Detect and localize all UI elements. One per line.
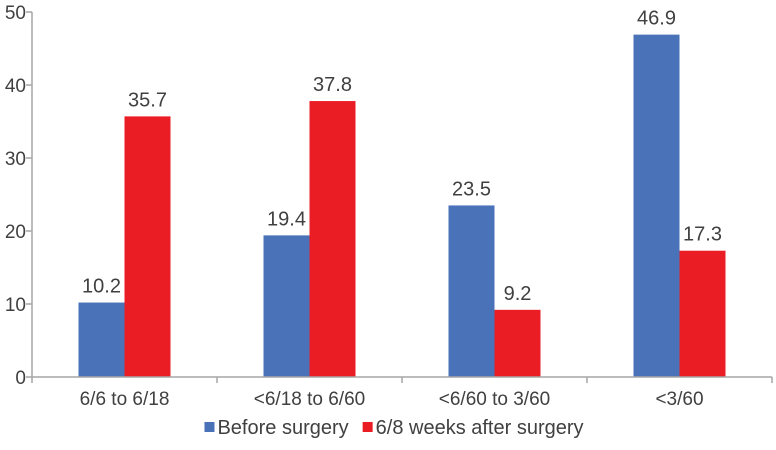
axes-group: 0 10 20 30 40 50 6/6 to 6/18 <6/18 to 6/60 <6/60… (5, 3, 773, 410)
y-tick-label: 10 (5, 295, 26, 316)
data-label-series1-cat4: 46.9 (637, 8, 676, 30)
y-tick-label: 0 (15, 368, 26, 389)
legend-item-1: Before surgery (204, 417, 349, 439)
data-label-series1-cat2: 19.4 (267, 208, 306, 230)
bar-series1-cat1 (78, 302, 125, 377)
legend-item-2: 6/8 weeks after surgery (362, 417, 584, 439)
y-tick-label: 40 (5, 76, 26, 97)
bar-series2-cat1 (124, 116, 171, 377)
data-label-series1-cat1: 10.2 (82, 276, 121, 298)
data-labels-group: 10.2 19.4 23.5 46.9 35.7 37.8 9.2 17.3 (82, 8, 722, 305)
legend: Before surgery 6/8 weeks after surgery (204, 417, 584, 439)
y-tick-label: 20 (5, 222, 26, 243)
data-label-series2-cat2: 37.8 (313, 74, 352, 96)
bar-series1-cat3 (448, 205, 495, 377)
x-tick-label: <6/18 to 6/60 (254, 389, 365, 410)
legend-label-1: Before surgery (217, 417, 348, 439)
bar-series2-cat3 (494, 309, 541, 377)
x-tick-label: <6/60 to 3/60 (439, 389, 550, 410)
data-label-series1-cat3: 23.5 (452, 178, 491, 200)
y-tick-label: 50 (5, 3, 26, 24)
bar-series1-cat4 (633, 34, 680, 377)
data-label-series2-cat1: 35.7 (128, 89, 167, 111)
x-tick-label: <3/60 (655, 389, 703, 410)
bar-series1-cat2 (263, 235, 310, 377)
legend-swatch-2 (362, 422, 373, 432)
x-tick-label: 6/6 to 6/18 (80, 389, 170, 410)
y-tick-label: 30 (5, 149, 26, 170)
data-label-series2-cat3: 9.2 (504, 283, 532, 305)
legend-label-2: 6/8 weeks after surgery (376, 417, 584, 439)
bars-group (78, 34, 726, 377)
data-label-series2-cat4: 17.3 (683, 224, 722, 246)
bar-series2-cat2 (309, 101, 356, 377)
legend-swatch-1 (204, 422, 215, 432)
bar-series2-cat4 (679, 250, 726, 377)
